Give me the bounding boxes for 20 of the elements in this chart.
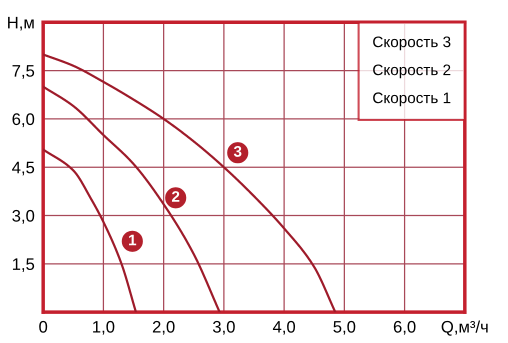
y-tick-label: Н,м [8,16,34,30]
x-tick-label: 5,0 [333,320,356,335]
x-tick-label: 1,0 [93,320,114,335]
annotation: 1 [129,234,136,246]
x-tick-label: 2,0 [152,320,175,335]
x-tick-label: 0 [39,320,48,333]
text: Скорость 1 [373,92,450,106]
y-tick-label: 6,0 [12,113,34,128]
text: Скорость 2 [373,64,450,78]
y-tick-label: 4,5 [12,162,34,176]
x-tick-label: 6,0 [394,320,416,335]
x-tick-label: Q,м³/ч [442,320,488,336]
y-tick-label: 7,5 [12,65,34,79]
text: Скорость 3 [373,36,450,50]
x-tick-label: 4,0 [272,320,296,335]
x-tick-label: 3,0 [212,320,235,335]
annotation: 3 [234,146,242,157]
y-tick-label: 1,5 [12,258,34,272]
y-tick-label: 3,0 [12,210,34,224]
annotation: 2 [172,191,180,202]
